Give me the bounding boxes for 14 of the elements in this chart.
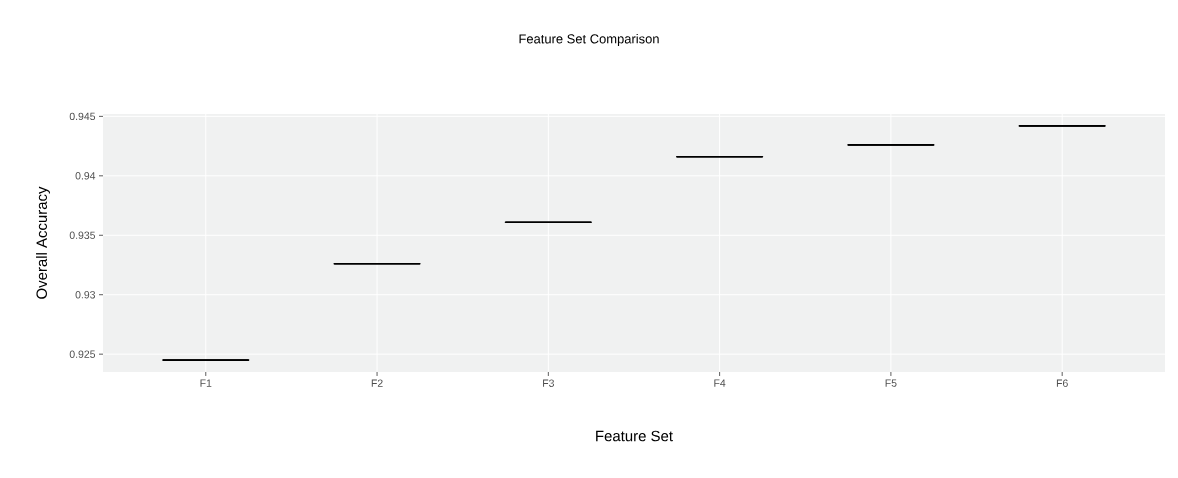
x-tick-label: F1 (200, 379, 212, 387)
y-tick-label: 0.935 (69, 231, 96, 239)
x-tick-label: F2 (371, 379, 383, 387)
x-tick-label: F5 (885, 379, 897, 387)
x-tick-label: F4 (714, 379, 726, 387)
x-tick-label: F6 (1056, 379, 1068, 387)
y-tick-label: 0.925 (69, 350, 96, 358)
x-tick-label: F3 (543, 379, 554, 387)
chart-title: Feature Set Comparison (519, 33, 659, 47)
y-tick-label: 0.945 (69, 112, 96, 121)
y-tick-label: 0.94 (75, 172, 96, 180)
y-axis-title: Overall Accuracy (36, 186, 50, 299)
x-axis-title: Feature Set (596, 430, 673, 442)
y-tick-label: 0.93 (75, 291, 96, 299)
